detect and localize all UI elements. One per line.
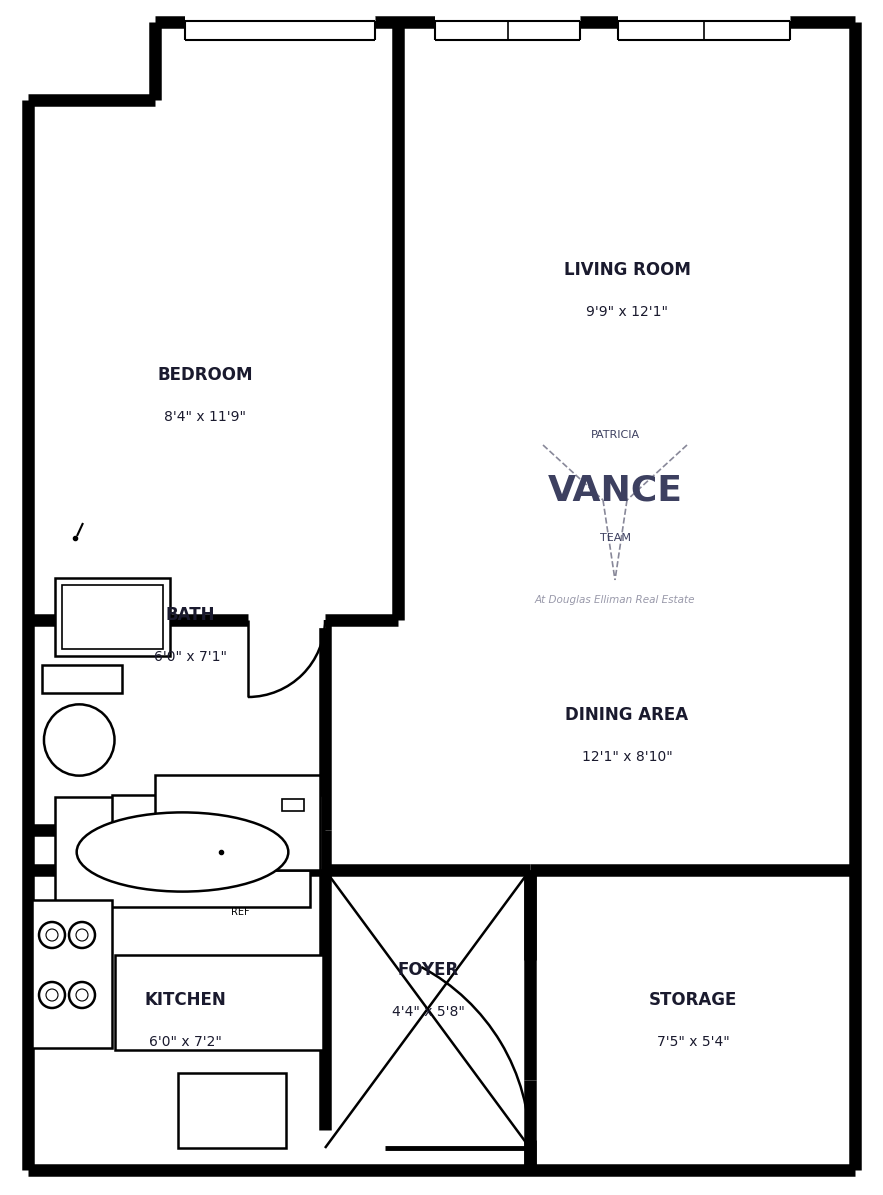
Bar xyxy=(115,955,323,1050)
Bar xyxy=(32,900,112,1048)
Bar xyxy=(185,13,375,31)
Text: 9'9" x 12'1": 9'9" x 12'1" xyxy=(586,305,668,319)
Bar xyxy=(55,578,170,656)
Text: FOYER: FOYER xyxy=(397,961,458,979)
Text: 8'4" x 11'9": 8'4" x 11'9" xyxy=(164,410,246,424)
Text: 4'4" x 5'8": 4'4" x 5'8" xyxy=(391,1005,464,1019)
Text: 12'1" x 8'10": 12'1" x 8'10" xyxy=(582,750,672,764)
Text: DINING AREA: DINING AREA xyxy=(565,706,689,724)
Bar xyxy=(178,1073,286,1148)
Bar xyxy=(155,776,320,870)
Text: VANCE: VANCE xyxy=(547,473,683,507)
Text: At Douglas Elliman Real Estate: At Douglas Elliman Real Estate xyxy=(535,595,695,605)
Text: PATRICIA: PATRICIA xyxy=(591,430,639,440)
Bar xyxy=(618,13,790,31)
Bar xyxy=(62,586,163,649)
Text: KITCHEN: KITCHEN xyxy=(144,991,226,1009)
Bar xyxy=(282,799,304,811)
Bar xyxy=(42,664,123,693)
Bar xyxy=(55,797,310,907)
Text: STORAGE: STORAGE xyxy=(649,991,737,1009)
Text: 6'0" x 7'2": 6'0" x 7'2" xyxy=(148,1035,222,1049)
Bar xyxy=(435,13,580,31)
Text: TEAM: TEAM xyxy=(600,533,630,543)
Text: REF: REF xyxy=(230,907,249,917)
Text: 6'0" x 7'1": 6'0" x 7'1" xyxy=(154,650,227,664)
Text: 7'5" x 5'4": 7'5" x 5'4" xyxy=(657,1035,729,1049)
Text: BEDROOM: BEDROOM xyxy=(157,366,253,384)
Text: LIVING ROOM: LIVING ROOM xyxy=(563,261,691,278)
Ellipse shape xyxy=(77,813,289,891)
Text: BATH: BATH xyxy=(165,606,215,624)
Ellipse shape xyxy=(44,704,115,776)
Bar xyxy=(112,795,322,870)
